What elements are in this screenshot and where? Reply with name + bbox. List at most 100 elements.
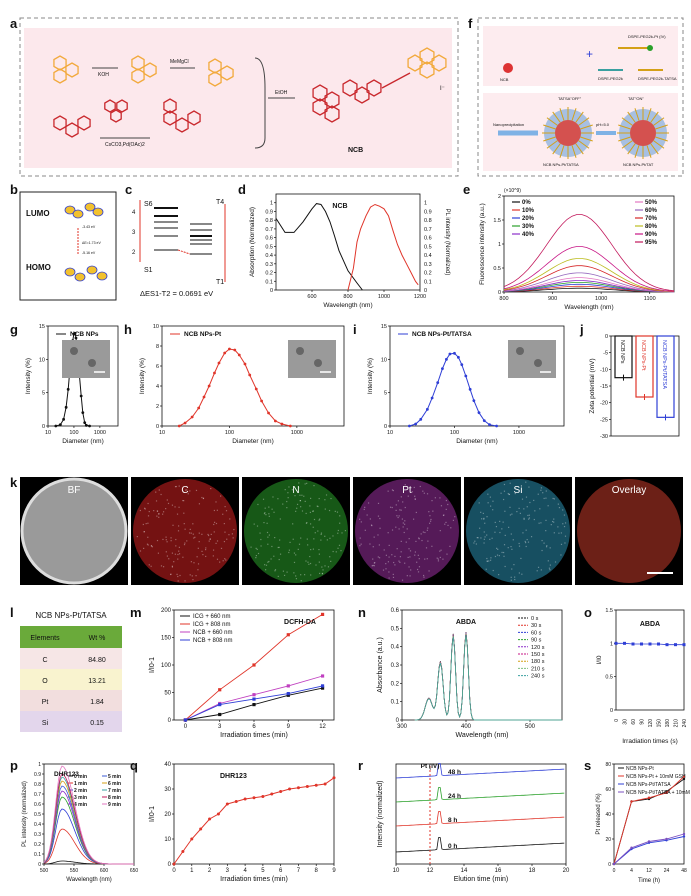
x-axis-label: Wavelength (nm) (455, 732, 508, 739)
signal-dot (402, 580, 403, 581)
signal-dot (540, 522, 541, 523)
table-row (20, 711, 122, 732)
signal-dot (210, 488, 211, 489)
data-point (190, 838, 193, 841)
data-point (478, 411, 481, 414)
signal-dot (514, 577, 515, 578)
data-point (54, 425, 57, 428)
signal-dot (528, 486, 529, 487)
data-point (287, 633, 290, 636)
signal-dot (177, 514, 178, 515)
signal-dot (184, 544, 185, 545)
signal-dot (443, 514, 444, 515)
signal-dot (165, 537, 166, 538)
x-tick-label: 0 (614, 719, 620, 722)
data-point (630, 800, 632, 802)
eds-map-bf: BF (20, 477, 128, 585)
isc-line (178, 250, 190, 254)
signal-dot (539, 523, 540, 524)
signal-dot (315, 532, 316, 533)
data-point (233, 349, 236, 352)
signal-dot (480, 537, 481, 538)
signal-dot (548, 560, 549, 561)
data-point (649, 643, 652, 646)
signal-dot (479, 528, 480, 529)
signal-dot (449, 546, 450, 547)
signal-dot (447, 504, 448, 505)
signal-dot (403, 522, 404, 523)
signal-dot (220, 495, 221, 496)
signal-dot (179, 547, 180, 548)
data-point (648, 797, 650, 799)
signal-dot (190, 574, 191, 575)
panel-letter-l: l (10, 605, 14, 620)
signal-dot (408, 566, 409, 567)
np2-label: NCB NPs-Pt/TAT (623, 162, 654, 167)
signal-dot (280, 518, 281, 519)
signal-dot (172, 553, 173, 554)
signal-dot (309, 505, 310, 506)
signal-dot (321, 534, 322, 535)
signal-dot (523, 508, 524, 509)
peg-tat-label: DSPE-PEG2k-TATSA (638, 76, 677, 81)
signal-dot (305, 501, 306, 502)
signal-dot (329, 538, 330, 539)
signal-dot (325, 508, 326, 509)
signal-dot (167, 499, 168, 500)
panel-letter-k: k (10, 475, 17, 490)
signal-dot (189, 490, 190, 491)
signal-dot (508, 493, 509, 494)
signal-dot (339, 515, 340, 516)
signal-dot (159, 489, 160, 490)
signal-dot (289, 550, 290, 551)
signal-dot (486, 516, 487, 517)
signal-dot (427, 558, 428, 559)
x-tick-label: 8 (315, 868, 319, 874)
y-tick-label: 0.6 (391, 608, 400, 614)
signal-dot (214, 510, 215, 511)
y-axis-label: Pt released (%) (596, 793, 602, 834)
signal-dot (396, 515, 397, 516)
y-tick-label: 0.8 (265, 218, 273, 224)
signal-dot (562, 523, 563, 524)
signal-dot (277, 498, 278, 499)
x-tick-label: 500 (525, 724, 536, 730)
signal-dot (546, 490, 547, 491)
signal-dot (205, 549, 206, 550)
signal-dot (319, 562, 320, 563)
signal-dot (438, 558, 439, 559)
legend-label: NCB NPs-Pt/TATSA + 10mM GSH (626, 790, 691, 796)
chart-j: 0-5-10-15-20-25-30Zeta potential (mV)NCB… (585, 330, 685, 460)
signal-dot (179, 485, 180, 486)
signal-dot (215, 501, 216, 502)
signal-dot (553, 522, 554, 523)
signal-dot (256, 555, 257, 556)
signal-dot (546, 545, 547, 546)
signal-dot (385, 568, 386, 569)
signal-dot (345, 530, 346, 531)
signal-dot (229, 518, 230, 519)
y-tick-label: 10 (381, 357, 387, 363)
signal-dot (520, 513, 521, 514)
chart-h: 10 100 10000246810Diameter (nm)Intensity (… (128, 318, 358, 458)
signal-dot (213, 555, 214, 556)
signal-dot (287, 492, 288, 493)
signal-dot (329, 510, 330, 511)
y-tick-label: 0.1 (391, 700, 400, 706)
signal-dot (315, 564, 316, 565)
axis-tick: 4 (132, 210, 136, 216)
signal-dot (394, 556, 395, 557)
x-tick-label: 400 (461, 724, 472, 730)
legend-label: 30 s (531, 623, 542, 629)
legend-label: 210 s (531, 666, 545, 672)
signal-dot (267, 532, 268, 533)
signal-dot (427, 541, 428, 542)
signal-dot (564, 514, 565, 515)
signal-dot (409, 556, 410, 557)
signal-dot (226, 510, 227, 511)
signal-dot (549, 568, 550, 569)
y-tick-label: 0 (608, 862, 611, 868)
signal-dot (431, 546, 432, 547)
x-tick-label: 10 (393, 868, 400, 874)
legend-label: NCB NPs-Pt/TATSA (626, 782, 671, 788)
